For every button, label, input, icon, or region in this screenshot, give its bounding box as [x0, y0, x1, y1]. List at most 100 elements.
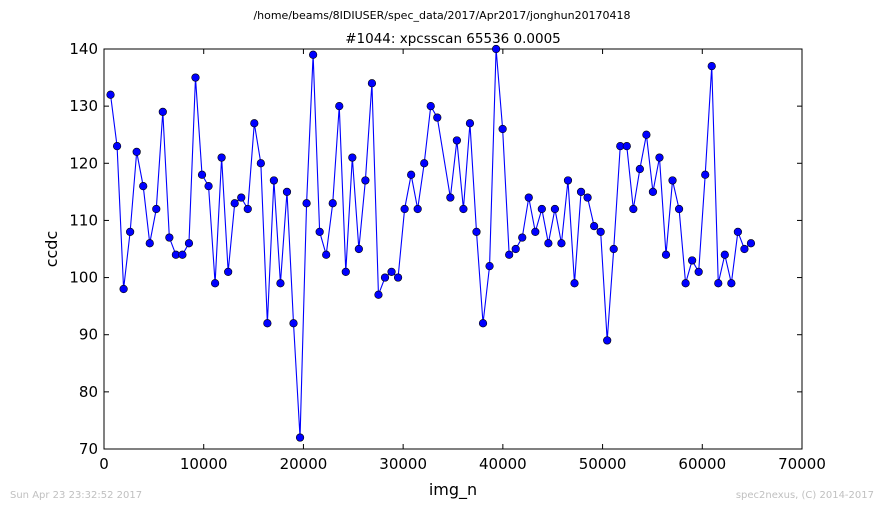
data-point: [609, 244, 618, 254]
data-point: [243, 204, 252, 214]
data-point: [184, 239, 194, 248]
data-point: [720, 250, 729, 259]
data-point: [544, 239, 553, 248]
data-point: [237, 193, 246, 202]
data-point: [472, 227, 481, 236]
data-point: [217, 153, 226, 162]
data-point: [178, 250, 187, 259]
data-point: [165, 233, 174, 242]
data-point: [315, 227, 324, 236]
data-point: [498, 124, 507, 134]
data-point: [629, 204, 638, 214]
data-point: [740, 244, 749, 254]
x-tick-label: 20000: [280, 455, 328, 473]
data-point: [126, 227, 135, 236]
axis-ticks: 0 10000 20000 30000 40000 50000 60000 70000 70 80…: [69, 40, 826, 473]
x-tick-label: 40000: [479, 455, 527, 473]
data-point: [145, 239, 154, 248]
data-point: [655, 153, 664, 162]
y-tick-label: 100: [69, 269, 98, 287]
y-tick-label: 90: [79, 326, 98, 344]
data-point: [688, 256, 697, 265]
data-point: [518, 233, 527, 242]
data-series: [106, 44, 756, 442]
data-point: [420, 159, 429, 168]
data-point: [661, 250, 671, 259]
y-tick-label: 140: [69, 40, 98, 58]
y-axis-label: ccdc: [42, 231, 61, 268]
x-tick-label: 70000: [778, 455, 826, 473]
data-point: [348, 153, 357, 162]
y-tick-label: 130: [69, 97, 98, 115]
data-point: [694, 267, 703, 276]
data-point: [465, 119, 475, 128]
data-point: [727, 279, 736, 288]
data-point: [250, 119, 259, 128]
data-point: [341, 267, 350, 276]
data-point: [550, 204, 560, 214]
y-tick-label: 110: [69, 211, 98, 229]
data-point: [393, 273, 403, 282]
y-tick-label: 70: [79, 440, 98, 458]
data-point: [322, 250, 331, 259]
series-line: [109, 48, 752, 438]
data-point: [733, 227, 742, 236]
data-point: [289, 319, 298, 328]
x-tick-label: 50000: [579, 455, 627, 473]
data-point: [603, 336, 612, 345]
plot-area: [103, 48, 803, 450]
data-point: [622, 142, 631, 151]
data-point: [642, 130, 651, 139]
data-point: [282, 187, 292, 196]
data-point: [191, 73, 200, 82]
footer-timestamp: Sun Apr 23 23:32:52 2017: [10, 490, 142, 501]
data-point: [576, 187, 586, 196]
data-point: [648, 187, 658, 196]
data-point: [674, 204, 684, 214]
data-point: [707, 62, 716, 71]
data-point: [446, 193, 455, 202]
data-point: [387, 267, 396, 276]
x-tick-label: 10000: [180, 455, 228, 473]
x-tick-label: 0: [99, 455, 109, 473]
file-path-supertitle: /home/beams/8IDIUSER/spec_data/2017/Apr2…: [253, 9, 630, 22]
x-axis-label: img_n: [429, 480, 477, 500]
footer-credit: spec2nexus, (C) 2014-2017: [736, 490, 874, 501]
data-point: [197, 170, 207, 179]
data-point: [158, 107, 167, 116]
data-point: [106, 90, 115, 99]
data-point: [452, 136, 461, 145]
data-point: [557, 239, 566, 248]
data-point: [139, 182, 148, 191]
data-point: [152, 204, 161, 214]
data-point: [335, 102, 344, 111]
data-point: [204, 182, 213, 191]
data-point: [374, 290, 383, 299]
data-point: [524, 193, 533, 202]
data-point: [505, 250, 514, 259]
data-point: [309, 50, 318, 59]
data-point: [563, 176, 573, 185]
data-point: [746, 239, 756, 248]
data-point: [537, 204, 546, 214]
y-tick-label: 80: [79, 383, 98, 401]
data-point: [590, 222, 599, 231]
data-point: [668, 176, 677, 185]
data-point: [328, 199, 337, 208]
data-point: [635, 164, 644, 174]
data-point: [511, 244, 520, 254]
data-point: [701, 170, 710, 179]
data-point: [596, 227, 605, 236]
data-point: [119, 284, 128, 294]
x-tick-label: 30000: [379, 455, 427, 473]
data-point: [230, 199, 239, 208]
data-point: [531, 227, 540, 236]
data-point: [276, 279, 285, 288]
data-point: [714, 279, 723, 288]
data-point: [302, 199, 311, 208]
data-point: [459, 204, 468, 214]
data-point: [112, 142, 122, 151]
data-point: [269, 176, 279, 185]
data-point: [367, 79, 377, 88]
